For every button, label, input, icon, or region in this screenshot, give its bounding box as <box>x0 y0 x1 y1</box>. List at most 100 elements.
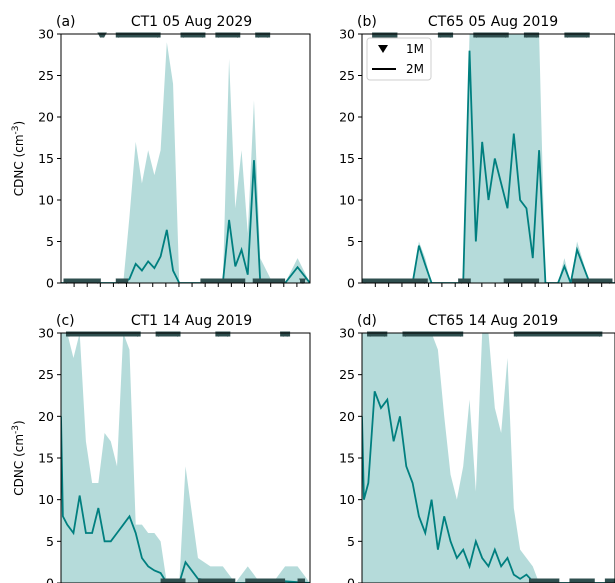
1m-marker <box>553 578 560 583</box>
panel-title: CT1 05 Aug 2029 <box>131 14 252 30</box>
1m-marker <box>245 578 252 583</box>
panel-title: CT1 14 Aug 2019 <box>131 313 252 329</box>
panel-label: (c) <box>56 313 75 329</box>
panel-3: 0 5 10 15 20 25 30(c) CT1 14 Aug 2019 CDNC (cm-3… <box>11 313 311 583</box>
1m-marker <box>115 278 122 284</box>
y-tick-label: 5 <box>347 534 355 549</box>
y-tick-label: 20 <box>339 110 355 125</box>
1m-marker <box>503 278 510 284</box>
y-axis-label: CDNC (cm-3) <box>11 121 26 196</box>
1m-marker-run-top <box>564 32 590 38</box>
1m-marker-run-top <box>255 32 271 38</box>
y-tick-label: 10 <box>339 492 355 507</box>
y-tick-label: 20 <box>38 110 54 125</box>
1m-marker-run-top <box>513 331 603 337</box>
1m-marker <box>421 278 428 284</box>
1m-marker <box>252 278 259 284</box>
series-2m-line <box>61 160 310 283</box>
1m-marker-run-bottom <box>160 578 186 583</box>
1m-marker <box>528 578 535 583</box>
1m-marker <box>179 578 186 583</box>
1m-marker-run-bottom <box>458 278 471 284</box>
1m-marker <box>588 578 595 583</box>
1m-marker <box>279 278 286 284</box>
1m-marker-run-bottom <box>528 578 560 583</box>
y-tick-label: 0 <box>46 576 54 583</box>
1m-marker <box>122 278 129 284</box>
1m-marker <box>609 578 615 583</box>
1m-marker <box>160 578 167 583</box>
1m-marker-run-top <box>437 32 454 38</box>
range-band <box>61 42 310 283</box>
1m-marker-run-bottom <box>197 578 236 583</box>
y-tick-label: 0 <box>347 576 355 583</box>
y-tick-label: 15 <box>339 451 355 466</box>
axes-frame <box>60 33 311 284</box>
1m-marker-run-bottom <box>503 278 540 284</box>
y-tick-label: 15 <box>339 151 355 166</box>
1m-marker <box>239 278 246 284</box>
panel-title: CT65 05 Aug 2019 <box>428 14 558 30</box>
range-band <box>61 333 310 583</box>
1m-marker-run-top <box>215 331 231 337</box>
y-tick-label: 30 <box>339 326 355 341</box>
range-band <box>362 34 615 283</box>
y-tick-label: 15 <box>38 451 54 466</box>
y-tick-label: 30 <box>339 27 355 42</box>
panel-4: 0 5 10 15 20 25 30(d) CT65 14 Aug 2019 <box>339 313 615 583</box>
y-tick-label: 30 <box>38 326 54 341</box>
1m-marker <box>299 278 306 284</box>
1m-marker-run-top <box>65 331 141 337</box>
1m-marker-run-bottom <box>569 578 595 583</box>
1m-marker <box>229 578 236 583</box>
1m-marker-run-bottom <box>200 278 246 284</box>
1m-marker-run-top <box>155 331 181 337</box>
legend-1m-label: 1M <box>406 42 424 56</box>
1m-marker-run-bottom <box>245 578 286 583</box>
series-2m-line <box>362 50 615 283</box>
1m-marker-run-top <box>100 32 104 38</box>
y-tick-label: 5 <box>46 534 54 549</box>
y-tick-label: 25 <box>339 367 355 382</box>
y-tick-label: 20 <box>339 409 355 424</box>
1m-marker-run-bottom <box>252 278 286 284</box>
y-tick-label: 10 <box>339 193 355 208</box>
panel-label: (d) <box>357 313 377 329</box>
1m-marker-run-bottom <box>604 578 615 583</box>
panel-title: CT65 14 Aug 2019 <box>428 313 558 329</box>
y-tick-label: 30 <box>38 27 54 42</box>
1m-marker <box>604 578 611 583</box>
1m-marker-run-top <box>115 32 161 38</box>
1m-marker <box>571 278 578 284</box>
1m-marker <box>533 278 540 284</box>
1m-marker <box>200 278 207 284</box>
1m-marker-run-top <box>523 32 540 38</box>
1m-marker-run-top <box>215 32 241 38</box>
panel-label: (b) <box>357 14 377 30</box>
1m-marker-run-top <box>402 331 464 337</box>
range-band <box>362 333 615 583</box>
y-tick-label: 10 <box>38 492 54 507</box>
panel-label: (a) <box>56 14 76 30</box>
1m-marker <box>569 578 576 583</box>
1m-marker <box>197 578 204 583</box>
1m-marker-run-top <box>372 32 398 38</box>
1m-marker <box>94 278 101 284</box>
1m-marker <box>299 578 306 583</box>
1m-marker-run-top <box>280 331 291 337</box>
y-axis-label: CDNC (cm-3) <box>11 420 26 495</box>
1m-marker-run-bottom <box>63 278 101 284</box>
series-2m-line <box>61 416 310 583</box>
y-tick-label: 5 <box>347 234 355 249</box>
y-tick-label: 10 <box>38 193 54 208</box>
y-tick-label: 25 <box>38 367 54 382</box>
1m-marker <box>606 278 613 284</box>
1m-marker-run-bottom <box>571 278 613 284</box>
panel-2: 0 5 10 15 20 25 30(b) CT65 05 Aug 2019 <box>339 14 615 291</box>
y-tick-label: 25 <box>339 68 355 83</box>
y-tick-label: 0 <box>347 276 355 291</box>
series-2m-line <box>362 391 615 583</box>
1m-marker <box>464 278 471 284</box>
